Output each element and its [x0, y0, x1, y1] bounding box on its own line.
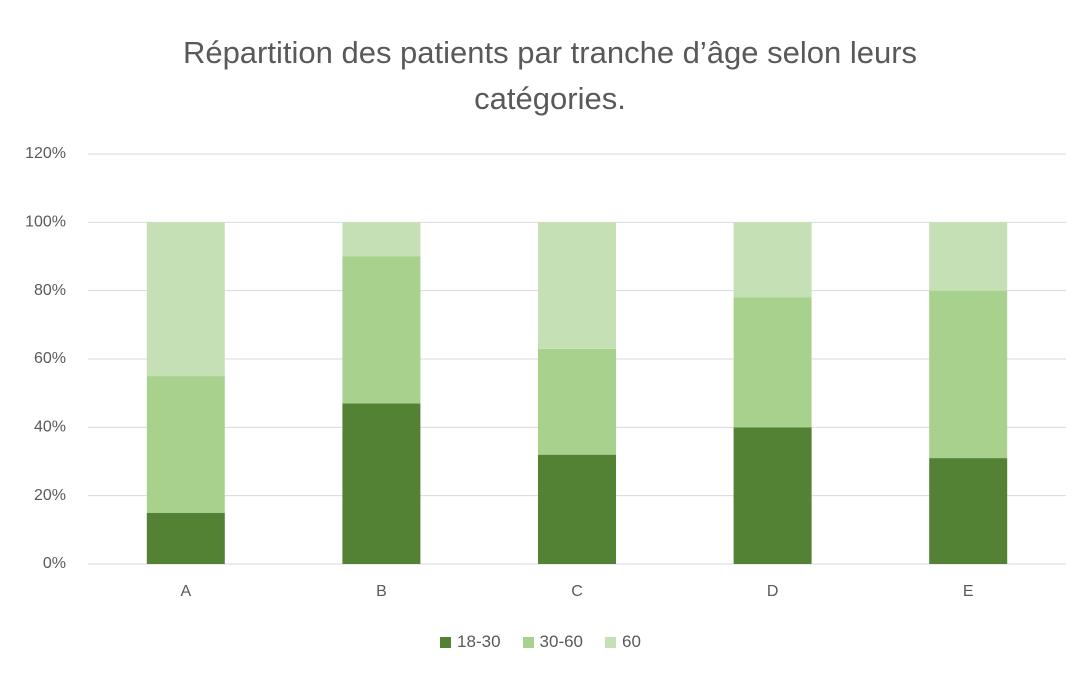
legend-swatch [522, 636, 534, 648]
x-tick-label: C [571, 583, 583, 600]
y-tick-label: 40% [34, 419, 66, 436]
x-tick-label: A [180, 583, 191, 600]
y-tick-label: 60% [34, 350, 66, 367]
chart-title: Répartition des patients par tranche d’â… [182, 35, 918, 116]
bar-segment [733, 222, 812, 298]
legend-swatch [440, 636, 452, 648]
legend-item: 18-30 [440, 632, 501, 652]
legend: 18-30 30-60 60 [0, 632, 1081, 652]
bar-segment [538, 348, 616, 455]
legend-label: 18-30 [457, 632, 501, 651]
bar-segment [342, 222, 421, 257]
bar-segment [146, 512, 225, 564]
bar-segment [733, 427, 812, 564]
legend-item: 30-60 [522, 632, 584, 652]
x-tick-label: D [767, 583, 779, 600]
bar-segment [929, 290, 1008, 459]
bar-segment [342, 403, 421, 564]
bar-segment [929, 222, 1008, 291]
x-tick-label: E [963, 583, 974, 600]
bar-segment [342, 256, 421, 404]
bar-segment [733, 297, 812, 428]
legend-label: 60 [622, 632, 641, 651]
y-tick-label: 120% [25, 145, 66, 162]
bar-segment [538, 454, 616, 564]
y-tick-label: 20% [34, 487, 66, 504]
bar-segment [146, 376, 225, 513]
x-tick-label: B [376, 583, 387, 600]
legend-swatch [605, 636, 617, 648]
y-tick-label: 80% [34, 282, 66, 299]
bar-segment [538, 222, 616, 349]
legend-label: 30-60 [539, 632, 584, 651]
bar-segment [929, 458, 1008, 564]
y-tick-label: 100% [25, 214, 66, 231]
bar-segment [146, 222, 225, 377]
y-tick-label: 0% [43, 555, 66, 572]
legend-item: 60 [605, 632, 641, 652]
